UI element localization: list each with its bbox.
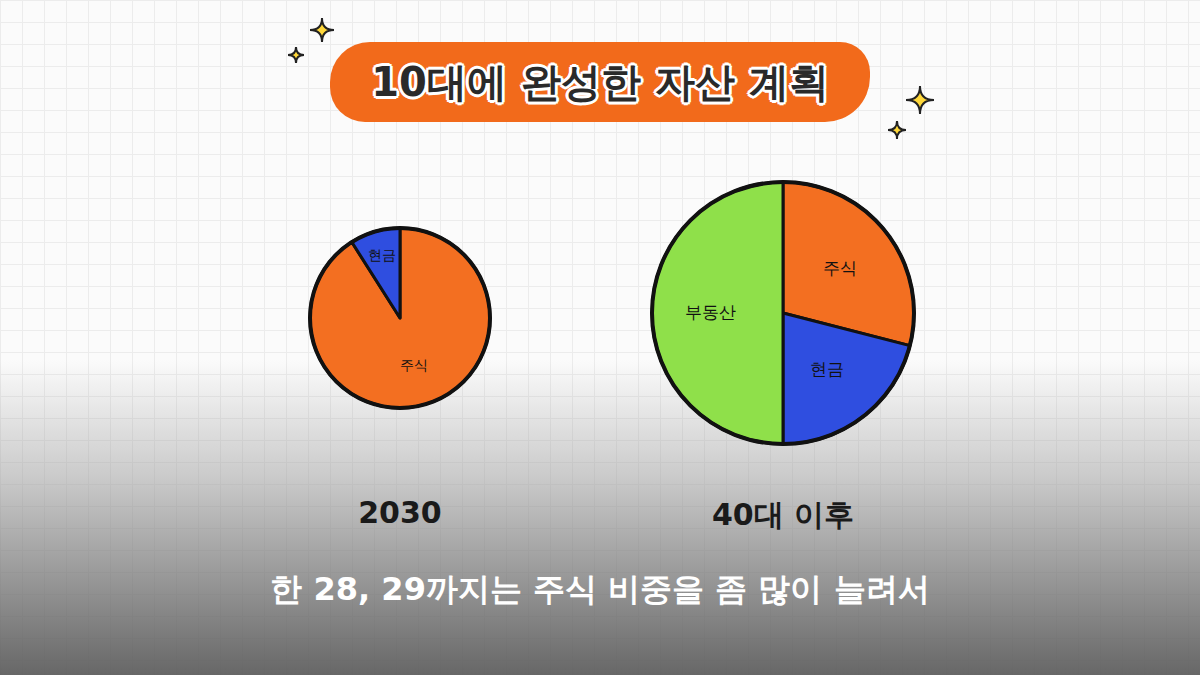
html-text:한 28, 29까지는 주식 비중을 좀 많이 늘려서: 한 28, 29까지는 주식 비중을 좀 많이 늘려서 — [270, 570, 930, 608]
html-text:2030: 2030 — [358, 495, 442, 530]
html-text:10대에 완성한 자산 계획: 10대에 완성한 자산 계획 — [371, 58, 829, 105]
svg-text:현금: 현금 — [368, 247, 396, 263]
svg-text:주식: 주식 — [400, 357, 428, 373]
html-text:40대 이후: 40대 이후 — [711, 497, 855, 532]
svg-text:현금: 현금 — [810, 359, 844, 379]
svg-text:주식: 주식 — [823, 258, 857, 278]
svg-text:부동산: 부동산 — [685, 302, 736, 322]
